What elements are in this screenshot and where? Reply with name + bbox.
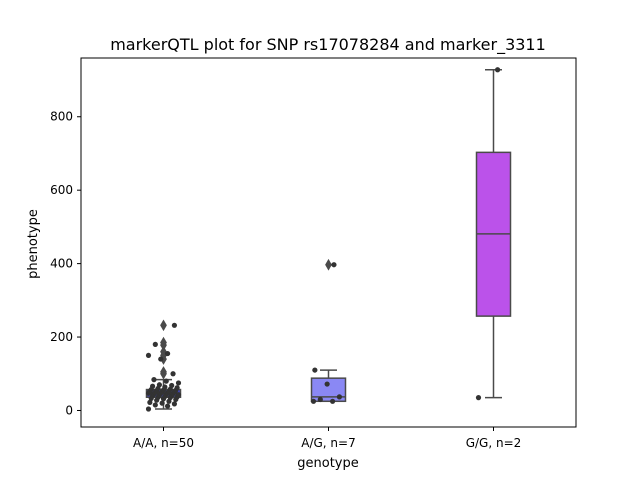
data-point (317, 396, 323, 403)
box (310, 377, 347, 403)
x-tick-label: A/A, n=50 (133, 436, 194, 450)
y-tick-label: 400 (50, 257, 73, 271)
data-point (329, 398, 336, 404)
x-tick-label: G/G, n=2 (466, 436, 522, 450)
data-point (494, 67, 501, 73)
data-point (152, 341, 158, 347)
data-point (164, 403, 171, 409)
data-point (170, 371, 176, 377)
data-point (324, 381, 330, 387)
data-point (145, 406, 152, 412)
y-tick-label: 0 (65, 403, 73, 417)
data-point (175, 392, 182, 398)
data-point (336, 394, 343, 400)
data-point (331, 262, 337, 268)
data-point (175, 380, 182, 386)
y-tick-label: 800 (50, 110, 73, 124)
y-tick-label: 600 (50, 183, 73, 197)
outlier-marker (160, 336, 167, 349)
data-point (310, 398, 317, 404)
outlier-marker (160, 366, 167, 378)
data-point (164, 350, 171, 357)
y-tick-label: 200 (50, 330, 73, 344)
data-point (152, 402, 158, 408)
data-point (158, 356, 164, 362)
data-point (151, 377, 157, 383)
data-point (174, 385, 180, 391)
data-point (147, 399, 153, 405)
data-point (156, 382, 163, 388)
plot-area: 0 200 400 600 800 A/A, n=50 A/G, n=7 G/G, n=2 (50, 57, 577, 450)
x-axis-label: genotype (297, 456, 358, 471)
outlier-marker (160, 345, 167, 358)
outlier-marker (160, 319, 167, 332)
x-tick-label: A/G, n=7 (301, 436, 355, 450)
data-point (171, 322, 178, 328)
data-point (475, 395, 482, 401)
data-point (171, 401, 178, 407)
chart-title: markerQTL plot for SNP rs17078284 and ma… (110, 35, 546, 55)
data-point (312, 367, 318, 373)
data-point (169, 382, 175, 389)
y-axis-label: phenotype (26, 209, 41, 279)
data-point (162, 384, 168, 390)
outlier-marker (325, 258, 332, 271)
data-point (149, 383, 156, 389)
data-point (163, 378, 169, 384)
data-point (145, 352, 152, 359)
data-point (159, 400, 165, 406)
